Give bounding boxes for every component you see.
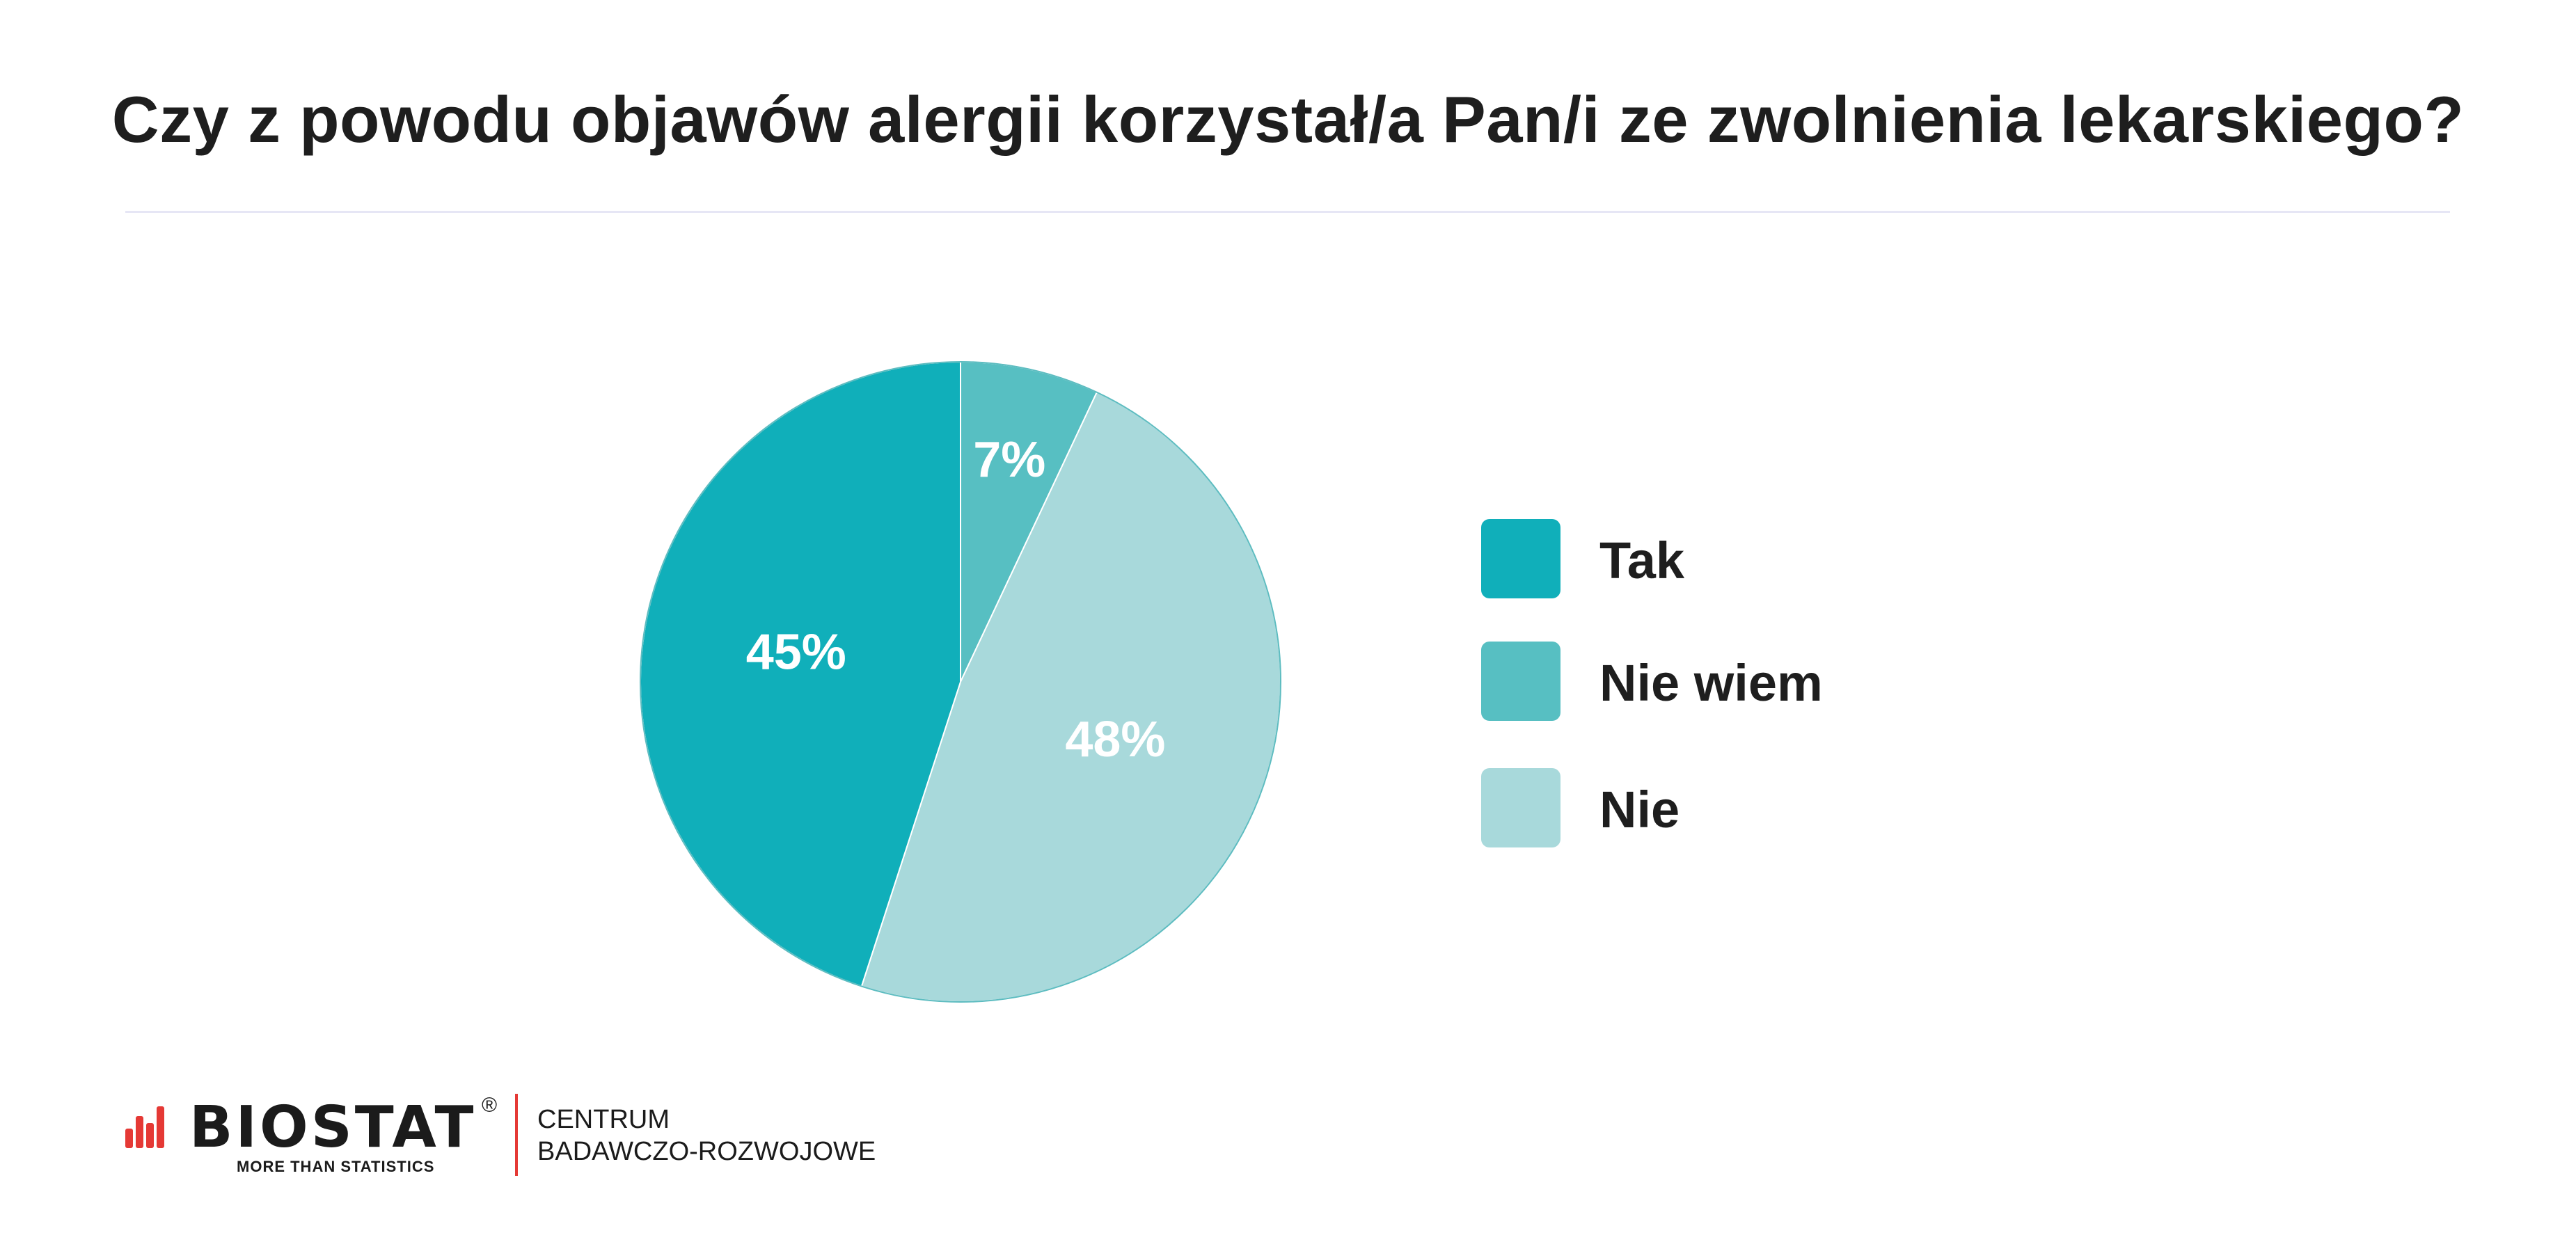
legend-item-tak: Tak [1481,519,2038,603]
title-divider [125,211,2450,213]
pie-label-nie: 48% [1065,712,1165,767]
logo-badawczo-rozwojowe: BADAWCZO-ROZWOJOWE [537,1137,876,1166]
logo-registered-mark: ® [482,1094,498,1117]
legend-swatch-nie [1481,768,1560,847]
legend-item-nie-wiem: Nie wiem [1481,642,2038,725]
pie-outline [640,361,1281,1003]
logo-bars-icon [125,1106,174,1148]
pie-chart: 7% 48% 45% [640,360,1281,1003]
legend-swatch-tak [1481,519,1560,598]
legend-label-tak: Tak [1599,532,1685,589]
pie-label-nie-wiem: 7% [973,432,1045,488]
legend-item-nie: Nie [1481,768,2038,852]
logo-tagline: MORE THAN STATISTICS [237,1158,435,1175]
chart-title: Czy z powodu objawów alergii korzystał/a… [111,83,2465,156]
logo-separator [515,1094,518,1176]
legend-swatch-nie-wiem [1481,642,1560,721]
logo-centrum: CENTRUM [537,1105,670,1134]
biostat-logo: BIOSTAT ® MORE THAN STATISTICS CENTRUM B… [125,1094,961,1177]
legend-label-nie: Nie [1599,781,1680,838]
logo-wordmark: BIOSTAT [189,1094,477,1161]
pie-label-tak: 45% [746,625,846,680]
legend-label-nie-wiem: Nie wiem [1599,654,1823,712]
